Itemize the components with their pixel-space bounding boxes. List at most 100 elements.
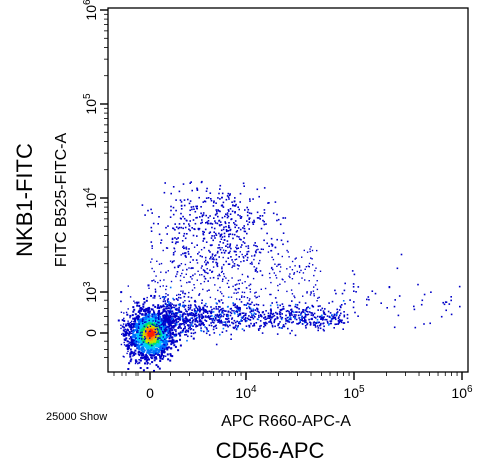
event-dot-scatter	[309, 294, 312, 296]
event-dot-scatter	[158, 263, 161, 265]
event-dot-cd56	[168, 325, 170, 327]
event-dot-core	[164, 321, 167, 324]
event-dot-cd56	[319, 324, 322, 326]
event-dot-core	[125, 344, 128, 347]
event-dot-neg	[126, 328, 129, 330]
event-dot-nkb1	[205, 197, 208, 199]
event-dot-cd56	[213, 315, 216, 318]
event-dot-core	[138, 350, 141, 353]
event-dot-scatter	[279, 283, 281, 285]
event-dot-scatter	[166, 299, 169, 301]
event-dot-neg	[135, 337, 137, 340]
event-dot-nkb1	[228, 263, 231, 265]
event-dot-cd56	[215, 327, 218, 329]
event-dot-core	[155, 341, 158, 344]
event-dot-neg	[128, 334, 130, 336]
event-dot-nkb1	[249, 283, 252, 286]
event-dot-core	[148, 358, 150, 361]
event-dot-cd56	[180, 327, 182, 329]
event-dot-scatter	[242, 256, 244, 258]
event-dot-nkb1	[234, 220, 237, 222]
event-dot-nkb1	[205, 222, 207, 224]
event-dot-core	[156, 351, 159, 354]
event-dot-cd56	[215, 316, 217, 319]
event-dot-nkb1	[235, 254, 238, 256]
event-dot-nkb1	[150, 230, 153, 232]
event-dot-cd56	[219, 321, 222, 323]
event-dot-cd56	[204, 304, 206, 307]
event-dot-cd56	[324, 313, 327, 316]
event-dot-cd56	[193, 308, 196, 310]
event-dot-nkb1	[258, 195, 260, 198]
event-dot-cd56	[256, 307, 258, 310]
event-dot-cd56	[194, 309, 196, 312]
event-dot-scatter	[189, 281, 191, 283]
event-dot-scatter	[173, 260, 175, 262]
event-dot-tail	[430, 291, 432, 293]
event-dot-cd56	[281, 308, 283, 311]
event-dot-neg	[128, 338, 131, 340]
event-dot-core	[131, 323, 133, 326]
event-dot-nkb1	[230, 247, 232, 250]
event-dot-nkb1	[219, 234, 222, 236]
event-dot-nkb1	[216, 265, 219, 268]
event-dot-nkb1	[201, 265, 203, 267]
event-dot-core	[169, 331, 172, 334]
event-dot-nkb1	[233, 200, 236, 203]
event-dot-core	[145, 360, 148, 363]
event-dot-scatter	[313, 295, 315, 297]
event-dot-core	[147, 331, 150, 334]
event-dot-core	[147, 348, 150, 351]
event-dot-cd56	[194, 331, 197, 334]
event-dot-core	[145, 336, 148, 339]
event-dot-cd56	[243, 296, 246, 298]
event-dot-cd56	[208, 316, 210, 318]
event-dot-nkb1	[187, 253, 190, 255]
event-dot-neg	[161, 323, 163, 326]
event-dot-tail	[417, 283, 419, 286]
event-dot-nkb1	[263, 212, 266, 214]
event-dot-cd56	[249, 318, 251, 321]
event-dot-nkb1	[227, 257, 230, 259]
event-dot-cd56	[164, 324, 167, 326]
event-dot-scatter	[311, 258, 313, 260]
event-dot-cd56	[302, 309, 304, 311]
event-dot-neg	[149, 312, 151, 314]
event-dot-cd56	[192, 314, 195, 316]
event-dot-core	[137, 318, 140, 320]
event-dot-nkb1	[192, 259, 194, 261]
event-dot-neg	[157, 312, 159, 314]
event-dot-scatter	[209, 277, 212, 279]
event-dot-neg	[141, 331, 143, 333]
event-dot-neg	[157, 333, 159, 335]
event-dot-scatter	[277, 263, 280, 266]
event-dot-cd56	[169, 333, 171, 336]
event-dot-cd56	[162, 331, 165, 334]
x-tick-label: 104	[235, 384, 257, 401]
event-dot-core	[123, 319, 126, 322]
event-dot-cd56	[287, 327, 289, 330]
event-dot-core	[134, 313, 137, 316]
event-dot-nkb1	[255, 267, 258, 270]
event-dot-cd56	[255, 303, 258, 306]
event-dot-cd56	[337, 323, 339, 325]
event-dot-cd56	[225, 310, 227, 312]
event-dot-core	[140, 333, 143, 336]
event-dot-neg	[125, 329, 127, 331]
event-dot-cd56	[248, 324, 250, 327]
event-dot-cd56	[175, 320, 177, 322]
event-dot-scatter	[270, 250, 272, 252]
event-dot-core	[142, 347, 145, 350]
event-dot-nkb1	[217, 197, 219, 199]
event-dot-nkb1	[248, 212, 251, 214]
event-dot-nkb1	[181, 240, 184, 242]
event-dot-nkb1	[158, 233, 161, 236]
event-dot-cd56	[186, 310, 188, 313]
event-dot-neg	[123, 326, 126, 328]
event-dot-cd56	[163, 305, 165, 308]
event-dot-cd56	[329, 316, 332, 319]
event-dot-neg	[155, 317, 157, 319]
event-dot-scatter	[290, 289, 293, 291]
event-dot-neg	[145, 331, 147, 333]
event-dot-core	[154, 351, 157, 353]
